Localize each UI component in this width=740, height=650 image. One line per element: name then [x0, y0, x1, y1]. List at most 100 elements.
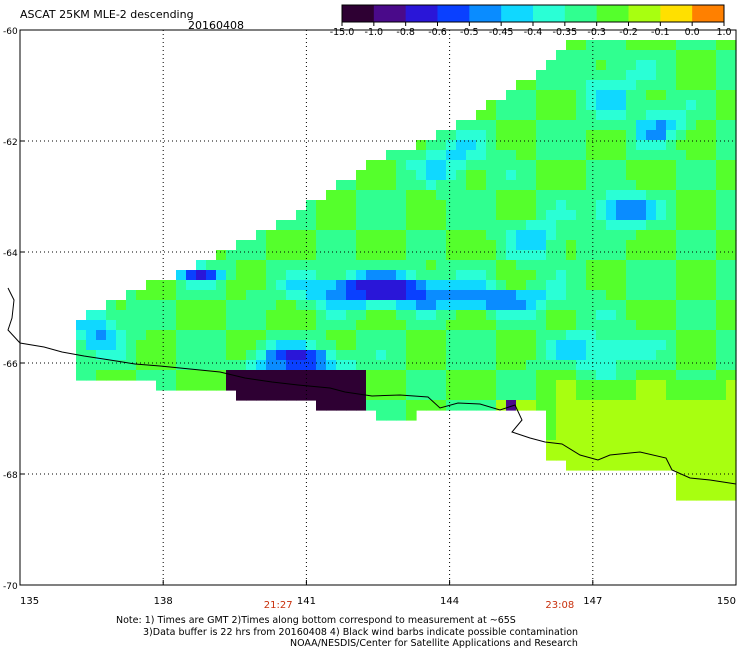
swath-cell	[726, 40, 737, 51]
swath-cell	[256, 260, 267, 271]
swath-cell	[726, 280, 737, 291]
swath-cell	[586, 230, 597, 241]
swath-cell	[506, 300, 517, 311]
swath-cell	[546, 400, 557, 411]
swath-cell	[546, 190, 557, 201]
swath-cell	[126, 350, 137, 361]
swath-cell	[696, 310, 707, 321]
swath-cell	[406, 210, 417, 221]
swath-cell	[156, 360, 167, 371]
swath-cell	[616, 260, 627, 271]
swath-cell	[556, 210, 567, 221]
swath-cell	[696, 140, 707, 151]
swath-cell	[216, 320, 227, 331]
swath-cell	[586, 90, 597, 101]
swath-cell	[246, 300, 257, 311]
swath-cell	[606, 220, 617, 231]
swath-cell	[646, 370, 657, 381]
swath-cell	[586, 440, 597, 451]
swath-cell	[666, 210, 677, 221]
colorbar-label: -0.35	[553, 27, 578, 38]
colorbar-label: -0.5	[460, 27, 479, 38]
swath-cell	[116, 360, 127, 371]
swath-cell	[306, 300, 317, 311]
swath-cell	[206, 380, 217, 391]
swath-cell	[526, 180, 537, 191]
swath-cell	[276, 290, 287, 301]
swath-cell	[446, 240, 457, 251]
swath-cell	[676, 90, 687, 101]
swath-cell	[496, 100, 507, 111]
swath-cell	[146, 330, 157, 341]
swath-cell	[516, 380, 527, 391]
swath-cell	[726, 80, 737, 91]
swath-cell	[716, 220, 727, 231]
swath-cell	[566, 400, 577, 411]
colorbar-label: -15.0	[330, 27, 355, 38]
swath-cell	[586, 430, 597, 441]
swath-cell	[506, 390, 517, 401]
swath-cell	[436, 150, 447, 161]
swath-cell	[226, 350, 237, 361]
swath-cell	[706, 40, 717, 51]
swath-cell	[336, 250, 347, 261]
swath-cell	[566, 350, 577, 361]
swath-cell	[446, 290, 457, 301]
swath-cell	[596, 260, 607, 271]
swath-cell	[486, 380, 497, 391]
swath-cell	[306, 360, 317, 371]
swath-cell	[276, 390, 287, 401]
swath-cell	[406, 290, 417, 301]
swath-cell	[646, 220, 657, 231]
swath-cell	[196, 310, 207, 321]
swath-cell	[726, 190, 737, 201]
swath-cell	[696, 330, 707, 341]
swath-cell	[336, 210, 347, 221]
swath-cell	[706, 320, 717, 331]
swath-cell	[416, 310, 427, 321]
map-frame	[19, 29, 737, 586]
swath-cell	[476, 260, 487, 271]
swath-cell	[176, 370, 187, 381]
swath-cell	[606, 270, 617, 281]
swath-cell	[466, 170, 477, 181]
swath-cell	[666, 290, 677, 301]
swath-cell	[466, 270, 477, 281]
swath-cell	[606, 320, 617, 331]
swath-cell	[546, 280, 557, 291]
swath-cell	[596, 270, 607, 281]
swath-cell	[646, 190, 657, 201]
swath-cell	[626, 440, 637, 451]
swath-cell	[276, 340, 287, 351]
swath-cell	[556, 90, 567, 101]
swath-cell	[516, 160, 527, 171]
swath-cell	[196, 370, 207, 381]
swath-cell	[466, 380, 477, 391]
swath-cell	[566, 120, 577, 131]
swath-cell	[396, 200, 407, 211]
swath-cell	[676, 40, 687, 51]
swath-cell	[586, 420, 597, 431]
swath-cell	[306, 220, 317, 231]
swath-cell	[526, 130, 537, 141]
swath-cell	[586, 220, 597, 231]
swath-cell	[316, 230, 327, 241]
swath-cell	[506, 280, 517, 291]
swath-cell	[726, 420, 737, 431]
swath-cell	[246, 360, 257, 371]
swath-cell	[116, 340, 127, 351]
swath-cell	[356, 230, 367, 241]
swath-cell	[566, 60, 577, 71]
swath-cell	[336, 240, 347, 251]
swath-cell	[556, 70, 567, 81]
swath-cell	[326, 350, 337, 361]
swath-cell	[96, 360, 107, 371]
swath-cell	[536, 80, 547, 91]
swath-cell	[156, 280, 167, 291]
swath-cell	[546, 350, 557, 361]
swath-cell	[116, 310, 127, 321]
swath-cell	[656, 350, 667, 361]
swath-cell	[416, 390, 427, 401]
swath-cell	[576, 180, 587, 191]
swath-cell	[556, 310, 567, 321]
